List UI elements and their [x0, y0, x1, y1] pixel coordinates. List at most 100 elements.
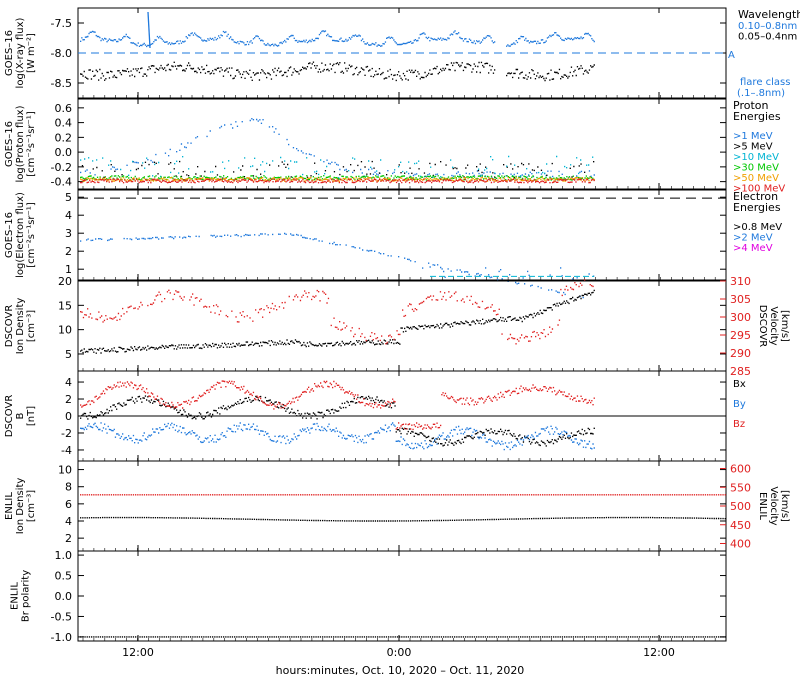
x-tick-label: 12:00 — [643, 646, 675, 659]
y-tick-label: 0.2 — [55, 131, 73, 144]
legend-title: Proton — [733, 99, 768, 112]
y-tick-label: 3 — [65, 227, 72, 240]
y-tick-label: 10 — [58, 464, 72, 477]
y-tick-label: 0.4 — [55, 117, 73, 130]
y-tick-label: -1.0 — [51, 631, 72, 644]
panel-frame — [77, 460, 727, 552]
proton-10mev-series — [80, 155, 594, 179]
legend-entry: >50 MeV — [733, 173, 779, 184]
y-axis-label: ENLIL — [4, 492, 15, 520]
y-tick-label: 0.0 — [55, 590, 73, 603]
y-axis-label: [cm⁻²s⁻¹sr⁻¹] — [26, 111, 37, 177]
right-tick-label: 500 — [730, 500, 751, 513]
y-tick-label: 0.6 — [55, 102, 73, 115]
legend-title: Wavelength — [738, 8, 800, 21]
enlil-density-series — [80, 516, 726, 522]
legend-title: Electron — [733, 190, 778, 203]
legend-title: Energies — [733, 201, 781, 214]
panel-enlil_polarity: 1.0 0.5 0.0 -0.5 -1.0 ENLIL Br polarity — [10, 549, 727, 644]
y-tick-label: -8.0 — [51, 47, 72, 60]
legend-entry: 0.05–0.4nm — [738, 32, 797, 43]
proton-100mev-series — [80, 178, 595, 184]
legend-entry: >4 MeV — [733, 243, 773, 254]
y-tick-label: -2 — [61, 427, 72, 440]
right-tick-label: 285 — [730, 365, 751, 378]
right-axis-label: [km/s] — [779, 310, 790, 342]
panel-electron: 5 4 3 2 1 GOES–16 log(Electron flux) [cm⁻²s⁻¹sr… — [4, 189, 782, 299]
right-tick-label: 300 — [730, 311, 751, 324]
right-axis-label: DSCOVR — [757, 305, 768, 348]
legend-entry: Bx — [733, 379, 746, 390]
bx-series — [80, 395, 595, 447]
y-tick-label: 4 — [65, 376, 72, 389]
y-axis-label: log(Electron flux) — [15, 192, 26, 278]
legend-entry: By — [733, 399, 746, 410]
y-tick-label: 2 — [65, 245, 72, 258]
y-axis-label: ENLIL — [10, 582, 21, 610]
y-tick-label: 8 — [65, 481, 72, 494]
y-tick-label: -0.4 — [51, 176, 72, 189]
y-axis-label: [cm⁻³] — [26, 490, 37, 522]
panel-frame — [77, 280, 727, 372]
y-tick-label: 4 — [65, 515, 72, 528]
right-axis-label: Velocity — [768, 306, 779, 345]
legend-entry: >30 MeV — [733, 163, 779, 174]
legend-title: Energies — [733, 110, 781, 123]
right-tick-label: 305 — [730, 293, 751, 306]
y-tick-label: 2 — [65, 532, 72, 545]
right-tick-label: 600 — [730, 463, 751, 476]
panel-dscovr_b: 4 2 0 -2 -4 DSCOVR B [nT] Bx By Bz — [4, 370, 746, 462]
panel-xray: -7.5 -8.0 -8.5 GOES–16 log(X-ray flux) [W m⁻²… — [4, 7, 800, 99]
y-axis-label: GOES–16 — [4, 121, 15, 167]
panel-frame — [77, 550, 727, 642]
y-axis-label: log(X-ray flux) — [15, 17, 26, 88]
proton-1mev-series — [80, 118, 595, 179]
flare-band-label: (.1–.8nm) — [737, 88, 785, 99]
panels: -7.5 -8.0 -8.5 GOES–16 log(X-ray flux) [W m⁻²… — [4, 7, 800, 659]
legend-entry: >100 MeV — [733, 184, 785, 195]
y-tick-label: 1.0 — [55, 549, 73, 562]
velocity-series — [80, 279, 594, 345]
ion-density-series — [80, 289, 595, 354]
right-axis-label: ENLIL — [757, 492, 768, 520]
flare-class-A: A — [728, 50, 735, 61]
right-tick-label: 550 — [730, 481, 751, 494]
right-tick-label: 400 — [730, 538, 751, 551]
y-axis-label: GOES–16 — [4, 212, 15, 258]
y-tick-label: -0.2 — [51, 161, 72, 174]
legend-entry: Bz — [733, 419, 745, 430]
proton-5mev-series — [81, 160, 595, 181]
panel-frame — [77, 98, 727, 190]
panel-frame — [77, 189, 727, 281]
xray-spike — [147, 11, 151, 49]
x-tick-label: 0:00 — [387, 646, 412, 659]
bz-series — [80, 380, 595, 431]
y-axis-label: DSCOVR — [4, 305, 15, 348]
y-tick-label: -4 — [61, 444, 72, 457]
x-tick-label: 12:00 — [122, 646, 154, 659]
legend-entry: >5 MeV — [733, 142, 773, 153]
xray-long-series — [80, 30, 595, 48]
y-tick-label: -7.5 — [51, 17, 72, 30]
by-series — [80, 422, 595, 451]
right-tick-label: 295 — [730, 329, 751, 342]
right-tick-label: 290 — [730, 347, 751, 360]
right-axis-label: [km/s] — [779, 490, 790, 522]
y-axis-label: [cm⁻²s⁻¹sr⁻¹] — [26, 202, 37, 268]
y-axis-label: [W m⁻²] — [26, 33, 37, 73]
y-tick-label: 5 — [65, 348, 72, 361]
y-tick-label: 0.0 — [55, 146, 73, 159]
y-tick-label: 6 — [65, 498, 72, 511]
y-axis-label: Ion Density — [15, 298, 26, 355]
legend-entry: >0.8 MeV — [733, 222, 782, 233]
flare-class-label: flare class — [740, 77, 790, 88]
y-tick-label: 1 — [65, 263, 72, 276]
y-axis-label: [nT] — [26, 406, 37, 426]
panel-proton: 0.6 0.40.2 0.0 -0.2 -0.4 GOES–16 log(Proton fl… — [4, 98, 785, 195]
y-tick-label: 10 — [58, 324, 72, 337]
y-axis-label: log(Proton flux) — [15, 105, 26, 182]
y-tick-label: -8.5 — [51, 77, 72, 90]
